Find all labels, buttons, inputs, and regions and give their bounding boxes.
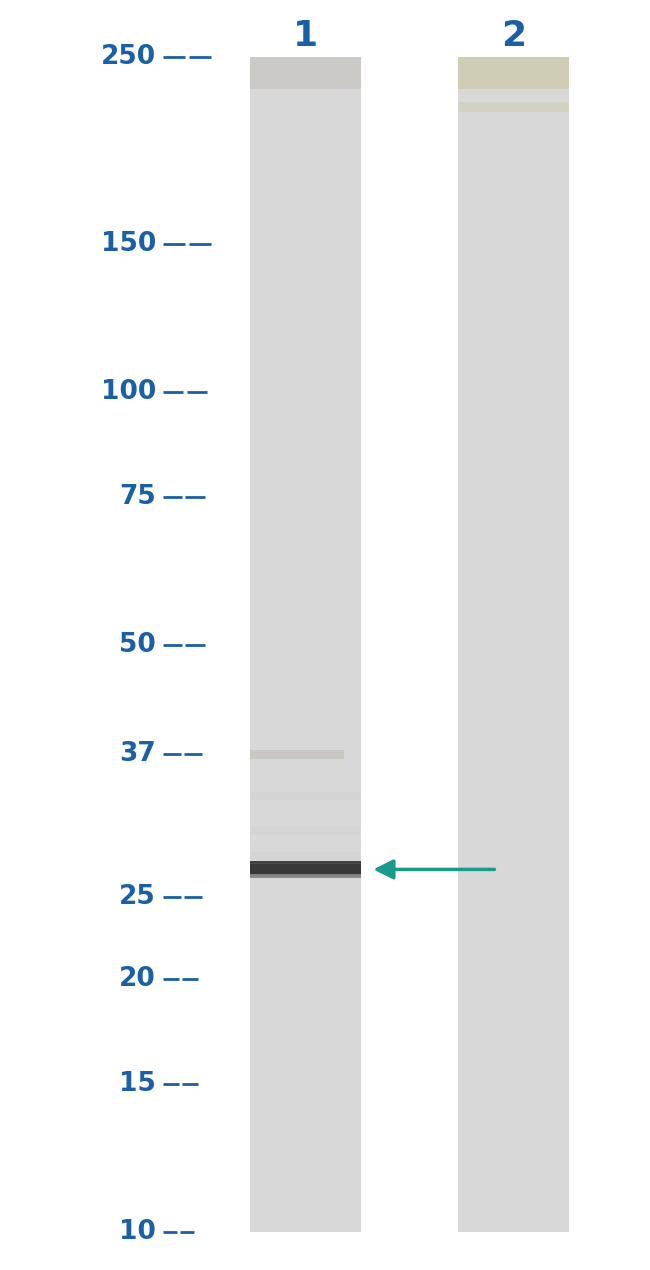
Text: 150: 150	[101, 231, 156, 257]
Bar	[250, 57, 361, 1232]
Bar	[250, 865, 361, 874]
Text: 100: 100	[101, 378, 156, 405]
Text: 1: 1	[293, 19, 318, 52]
Text: 50: 50	[119, 631, 156, 658]
Bar	[458, 102, 569, 112]
Text: 20: 20	[119, 966, 156, 992]
Bar	[250, 871, 361, 874]
Bar	[458, 57, 569, 1232]
Text: 250: 250	[101, 44, 156, 70]
Text: 2: 2	[501, 19, 526, 52]
Bar	[250, 870, 361, 871]
Bar	[250, 861, 361, 864]
Text: 10: 10	[119, 1219, 156, 1245]
Bar	[458, 57, 569, 89]
Text: 37: 37	[119, 742, 156, 767]
Text: 75: 75	[119, 484, 156, 509]
Bar	[250, 867, 361, 870]
Bar	[250, 751, 344, 759]
Bar	[250, 874, 361, 875]
Bar	[250, 792, 361, 800]
Bar	[250, 852, 361, 860]
Bar	[250, 875, 361, 878]
Text: 25: 25	[119, 884, 156, 911]
Bar	[250, 865, 361, 867]
Bar	[250, 57, 361, 89]
Bar	[250, 864, 361, 865]
Text: 15: 15	[119, 1071, 156, 1097]
Bar	[250, 827, 361, 834]
